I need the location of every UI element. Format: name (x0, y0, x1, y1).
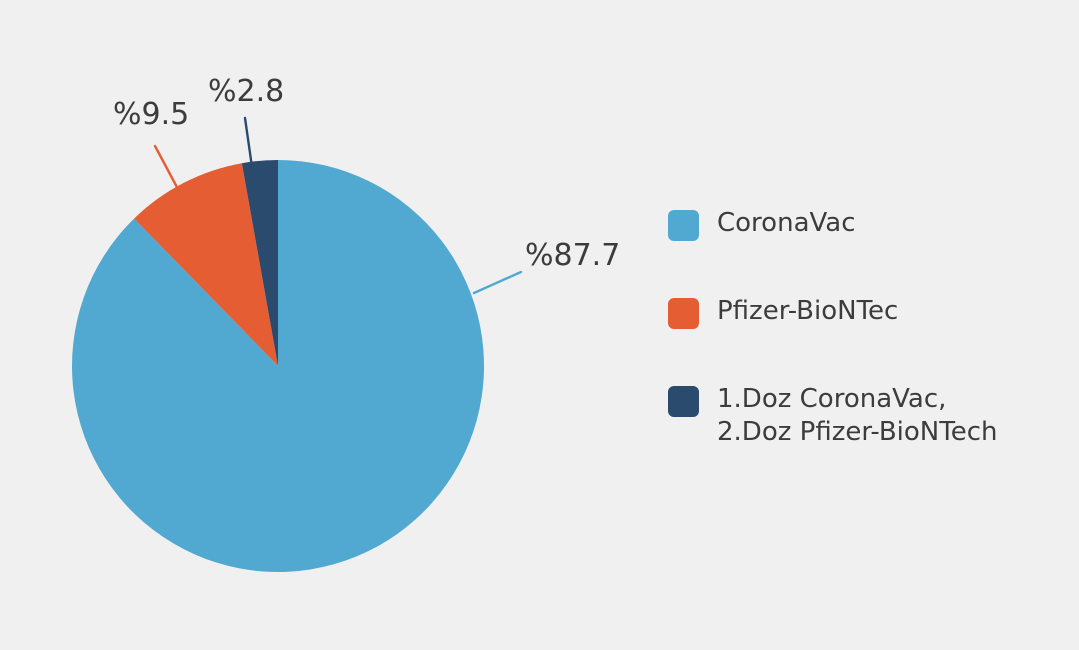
leader-line (472, 270, 523, 295)
pie-slice-group (72, 159, 485, 572)
legend-item-mixed-doses[interactable]: 1.Doz CoronaVac, 2.Doz Pfizer-BioNTech (668, 383, 1068, 448)
pie-slice[interactable] (134, 163, 278, 366)
legend-swatch-icon (668, 210, 699, 241)
legend: CoronaVac Pfizer-BioNTec 1.Doz CoronaVac… (668, 207, 1068, 502)
leader-line (243, 116, 254, 169)
slice-data-label-mixed: %2.8 (208, 74, 285, 109)
slice-data-label-pfizer: %9.5 (113, 97, 190, 132)
leader-line-group (153, 116, 523, 295)
legend-swatch-icon (668, 386, 699, 417)
legend-item-label: Pfizer-BioNTec (717, 296, 899, 326)
leader-line (153, 144, 181, 193)
legend-swatch-icon (668, 298, 699, 329)
legend-item-pfizer-biontec[interactable]: Pfizer-BioNTec (668, 295, 1068, 329)
legend-item-label: 1.Doz CoronaVac, 2.Doz Pfizer-BioNTech (717, 384, 998, 447)
pie-slice[interactable] (72, 160, 485, 572)
legend-item-coronavac[interactable]: CoronaVac (668, 207, 1068, 241)
legend-item-label: CoronaVac (717, 208, 856, 238)
slice-data-label-coronavac: %87.7 (525, 238, 621, 273)
pie-slice[interactable] (241, 159, 278, 366)
